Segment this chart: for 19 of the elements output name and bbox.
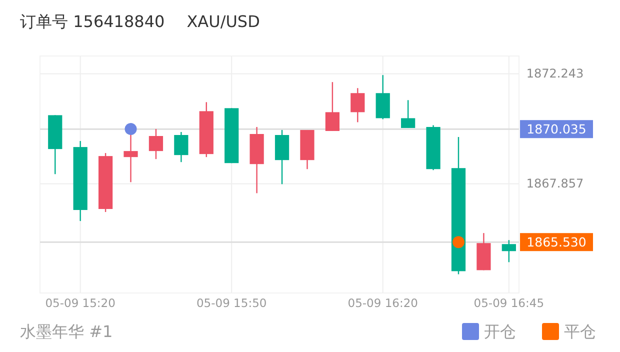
candlestick	[401, 100, 416, 129]
legend-label: 开仓	[484, 322, 516, 341]
text: 水墨年华 #1	[20, 322, 113, 341]
x-tick-label: 05-09 15:20	[45, 296, 116, 310]
ref-line-label: 1870.035	[526, 122, 586, 137]
candlestick	[174, 131, 188, 163]
y-tick-label: 1872.243	[526, 66, 584, 81]
chart-title: 订单号 156418840	[20, 12, 165, 31]
y-tick-label: 1867.857	[526, 176, 584, 191]
candlestick	[502, 239, 516, 263]
x-tick-label: 05-09 16:45	[474, 296, 544, 310]
ref-line-label: 1865.530	[526, 234, 586, 250]
x-tick-label: 05-09 15:50	[196, 296, 267, 310]
candlestick	[148, 128, 164, 160]
candlestick	[325, 81, 340, 132]
candlestick	[350, 88, 365, 123]
chart-subtitle: XAU/USD	[186, 12, 260, 31]
x-tick-label: 05-09 16:20	[348, 296, 418, 310]
legend-label: 平仓	[564, 322, 596, 341]
